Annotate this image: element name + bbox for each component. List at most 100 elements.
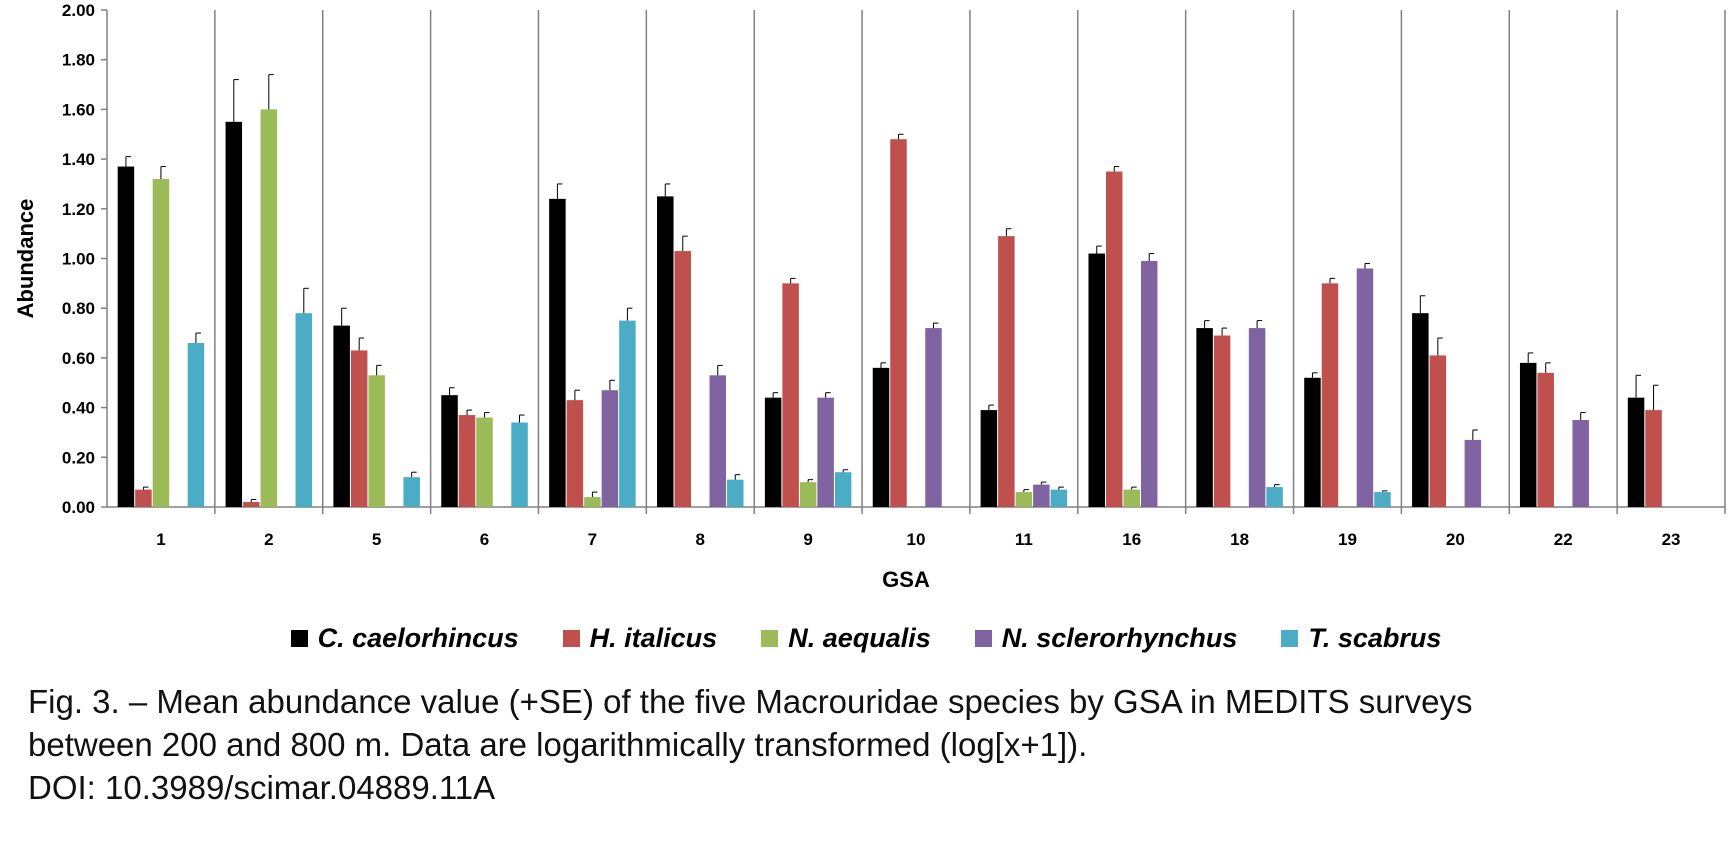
x-tick-label: 16	[1122, 530, 1141, 549]
bar	[1356, 268, 1374, 507]
legend-swatch	[761, 629, 779, 647]
bar	[1248, 328, 1266, 507]
legend-item: T. scabrus	[1281, 623, 1441, 654]
bar	[619, 320, 636, 507]
legend-swatch	[290, 629, 308, 647]
bar	[834, 472, 852, 507]
bar	[1429, 355, 1447, 507]
legend-swatch	[1281, 629, 1299, 647]
bar	[980, 410, 998, 507]
x-tick-label: 23	[1662, 530, 1681, 549]
bar	[135, 489, 152, 507]
y-tick-label: 1.40	[62, 150, 95, 169]
x-axis-title: GSA	[882, 567, 930, 592]
bar	[117, 166, 135, 507]
bar	[368, 375, 385, 507]
bar	[1537, 372, 1554, 507]
bar	[333, 325, 350, 507]
x-tick-label: 10	[907, 530, 926, 549]
x-tick-label: 18	[1230, 530, 1249, 549]
legend-item: N. aequalis	[761, 623, 931, 654]
bar	[403, 477, 420, 507]
legend-label: N. sclerorhynchus	[1001, 622, 1238, 653]
bar	[566, 400, 584, 507]
bar	[1105, 171, 1123, 507]
bar	[1412, 313, 1429, 507]
y-tick-label: 1.60	[62, 100, 95, 119]
bar	[799, 482, 817, 507]
bar	[1645, 410, 1662, 507]
legend-swatch	[974, 629, 992, 647]
legend: C. caelorhincus H. italicus N. aequalis N. …	[0, 618, 1732, 658]
bar	[817, 397, 834, 507]
bar	[476, 417, 493, 507]
legend-label: N. aequalis	[788, 622, 931, 653]
x-tick-label: 9	[803, 530, 812, 549]
y-tick-label: 1.00	[62, 250, 95, 269]
y-axis-title: Abundance	[13, 199, 38, 319]
y-tick-label: 0.60	[62, 349, 95, 368]
y-tick-label: 0.20	[62, 448, 95, 467]
bar-chart: 0.00 0.20 0.40 0.60 0.80 1.00 1.20 1.40 1.60 1.80…	[13, 1, 1726, 592]
legend-item: H. italicus	[562, 622, 718, 654]
bar	[1213, 335, 1231, 507]
x-tick-label: 20	[1446, 530, 1465, 549]
bar	[295, 313, 313, 507]
x-tick-label: 11	[1015, 530, 1033, 549]
bar	[601, 390, 619, 507]
figure-caption: Fig. 3. – Mean abundance value (+SE) of …	[28, 680, 1728, 809]
bar	[925, 328, 942, 507]
bar	[1304, 377, 1321, 507]
bar	[1033, 484, 1050, 507]
bar	[1519, 362, 1537, 507]
bar	[511, 422, 528, 507]
bar	[584, 497, 601, 507]
bar	[1321, 283, 1339, 507]
bar	[657, 196, 674, 507]
bar	[764, 397, 782, 507]
bar	[1088, 253, 1105, 507]
legend-label: T. scabrus	[1308, 622, 1442, 653]
bar	[709, 375, 727, 507]
legend-label: C. caelorhincus	[317, 622, 519, 653]
legend-label: H. italicus	[589, 622, 718, 653]
bar	[458, 415, 476, 507]
bar	[998, 236, 1015, 507]
x-tick-label: 7	[588, 530, 597, 549]
bar	[674, 251, 692, 507]
bar	[1374, 492, 1391, 507]
bar	[1140, 260, 1158, 507]
bar	[1123, 489, 1140, 507]
y-tick-label: 1.80	[62, 51, 95, 70]
y-tick-label: 0.80	[62, 299, 95, 318]
bar	[1627, 397, 1645, 507]
y-tick-label: 2.00	[62, 1, 95, 20]
y-tick-label: 1.20	[62, 200, 95, 219]
bar	[549, 198, 566, 508]
x-tick-label: 6	[480, 530, 489, 549]
x-tick-label: 2	[264, 530, 273, 549]
y-tick-label: 0.00	[62, 498, 95, 517]
chart-area: 0.00 0.20 0.40 0.60 0.80 1.00 1.20 1.40 1.60 1.80…	[13, 1, 1726, 592]
bar	[441, 395, 458, 507]
legend-item: N. sclerorhynchus	[974, 622, 1238, 654]
caption-line-1: Fig. 3. – Mean abundance value (+SE) of …	[28, 683, 1473, 720]
bar	[187, 342, 205, 507]
bar	[243, 502, 260, 507]
x-tick-label: 19	[1338, 530, 1357, 549]
bar	[1196, 328, 1213, 507]
bar	[350, 350, 368, 507]
bar	[727, 479, 744, 507]
bar	[225, 121, 243, 507]
x-tick-label: 5	[372, 530, 381, 549]
bar	[890, 139, 907, 507]
bar	[1572, 420, 1589, 507]
legend-swatch	[562, 629, 580, 647]
bar	[1050, 489, 1068, 507]
x-tick-label: 1	[156, 530, 165, 549]
legend-item: C. caelorhincus	[290, 622, 519, 654]
x-tick-label: 22	[1554, 530, 1573, 549]
bar	[260, 109, 278, 508]
bar	[782, 283, 799, 507]
bar	[872, 367, 890, 507]
